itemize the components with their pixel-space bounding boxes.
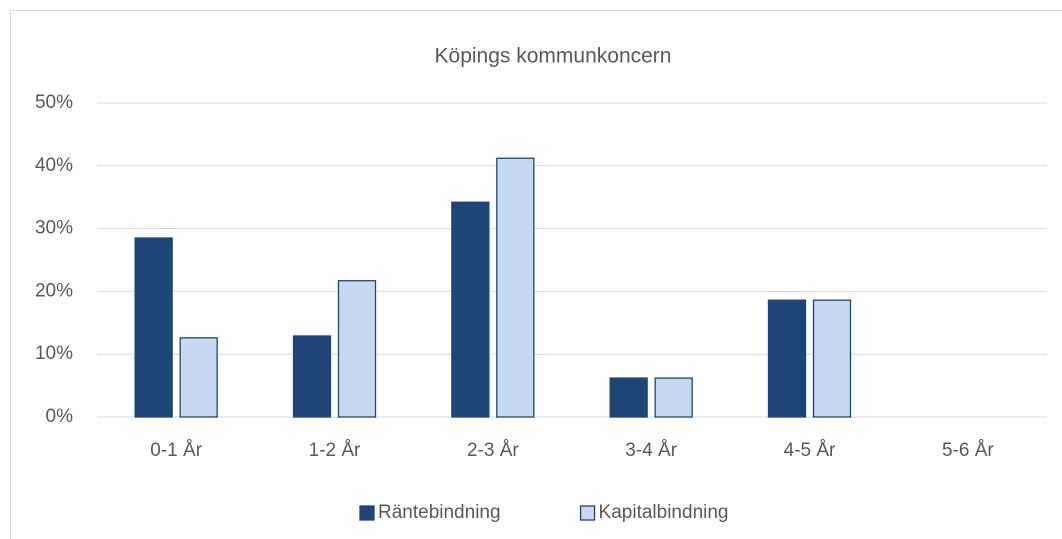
chart-frame: [10, 10, 1062, 539]
x-tick-label: 1-2 År: [309, 440, 361, 461]
legend-swatch: [579, 505, 596, 521]
x-tick-label: 3-4 År: [625, 440, 677, 461]
bar: [609, 377, 648, 418]
y-tick-label: 0%: [46, 406, 74, 427]
bar: [134, 237, 173, 418]
bar: [767, 299, 807, 418]
bar: [496, 157, 535, 418]
bar: [654, 377, 693, 418]
x-tick-label: 0-1 År: [150, 440, 202, 461]
y-tick-label: 10%: [35, 343, 73, 364]
x-tick-label: 5-6 År: [942, 440, 994, 461]
x-tick-label: 4-5 År: [784, 440, 836, 461]
bar: [812, 299, 852, 418]
legend-label: Kapitalbindning: [599, 502, 729, 523]
legend-swatch: [359, 505, 375, 521]
bar: [292, 335, 332, 418]
bar: [337, 280, 377, 418]
y-tick-label: 40%: [35, 155, 73, 176]
legend-label: Räntebindning: [378, 502, 501, 523]
bar: [179, 337, 218, 418]
bar: [451, 201, 490, 418]
x-tick-label: 2-3 År: [467, 440, 519, 461]
y-tick-label: 50%: [35, 92, 73, 113]
y-tick-label: 20%: [35, 280, 73, 301]
y-tick-label: 30%: [35, 218, 73, 239]
chart-title: Köpings kommunkoncern: [435, 45, 672, 68]
